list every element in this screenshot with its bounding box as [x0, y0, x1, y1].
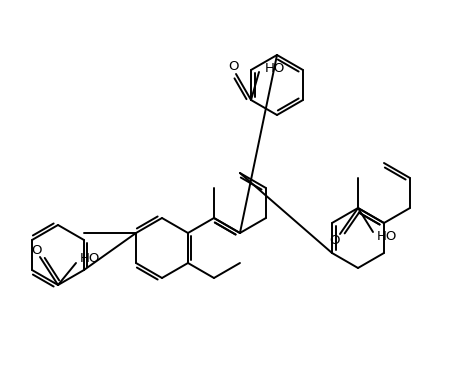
Text: O: O	[330, 234, 340, 248]
Text: O: O	[31, 245, 41, 257]
Text: HO: HO	[265, 62, 285, 76]
Text: HO: HO	[80, 253, 100, 265]
Text: HO: HO	[377, 229, 397, 243]
Text: O: O	[228, 60, 238, 73]
